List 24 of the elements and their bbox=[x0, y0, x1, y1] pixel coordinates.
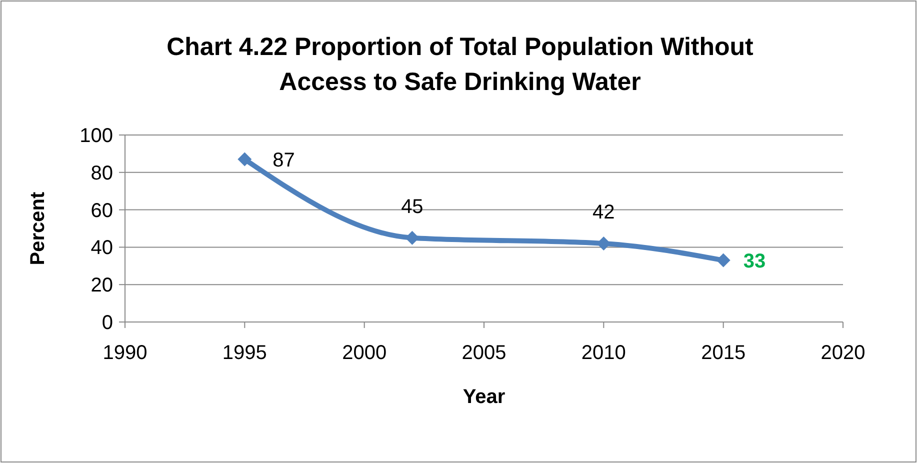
data-label: 87 bbox=[272, 149, 295, 172]
y-axis-title: Percent bbox=[27, 191, 49, 266]
point bbox=[405, 230, 420, 245]
y-tick-label: 100 bbox=[80, 125, 113, 147]
point bbox=[716, 253, 730, 268]
x-tick-label: 2010 bbox=[581, 342, 626, 364]
y-tick-label: 20 bbox=[90, 274, 113, 297]
x-tick-label: 2020 bbox=[820, 342, 866, 364]
x-tick-label: 2000 bbox=[342, 342, 387, 364]
chart-title: Chart 4.22 Proportion of Total Population Without Access to Safe Drinking Water bbox=[166, 33, 754, 96]
data-label: 45 bbox=[401, 196, 424, 218]
x-tick-label: 2005 bbox=[462, 342, 506, 364]
point bbox=[596, 236, 611, 250]
point bbox=[238, 152, 252, 166]
annotation: 33 bbox=[743, 250, 766, 272]
x-tick-label: 2015 bbox=[701, 342, 746, 364]
data-label: 42 bbox=[592, 201, 615, 224]
y-tick-label: 60 bbox=[90, 200, 113, 222]
y-tick-label: 0 bbox=[102, 312, 113, 334]
y-tick-label: 80 bbox=[90, 162, 113, 184]
x-tick-label: 1990 bbox=[102, 342, 148, 364]
x-tick-label: 1995 bbox=[222, 342, 267, 364]
x-axis-title: Year bbox=[462, 386, 506, 408]
y-tick-label: 40 bbox=[90, 237, 113, 260]
